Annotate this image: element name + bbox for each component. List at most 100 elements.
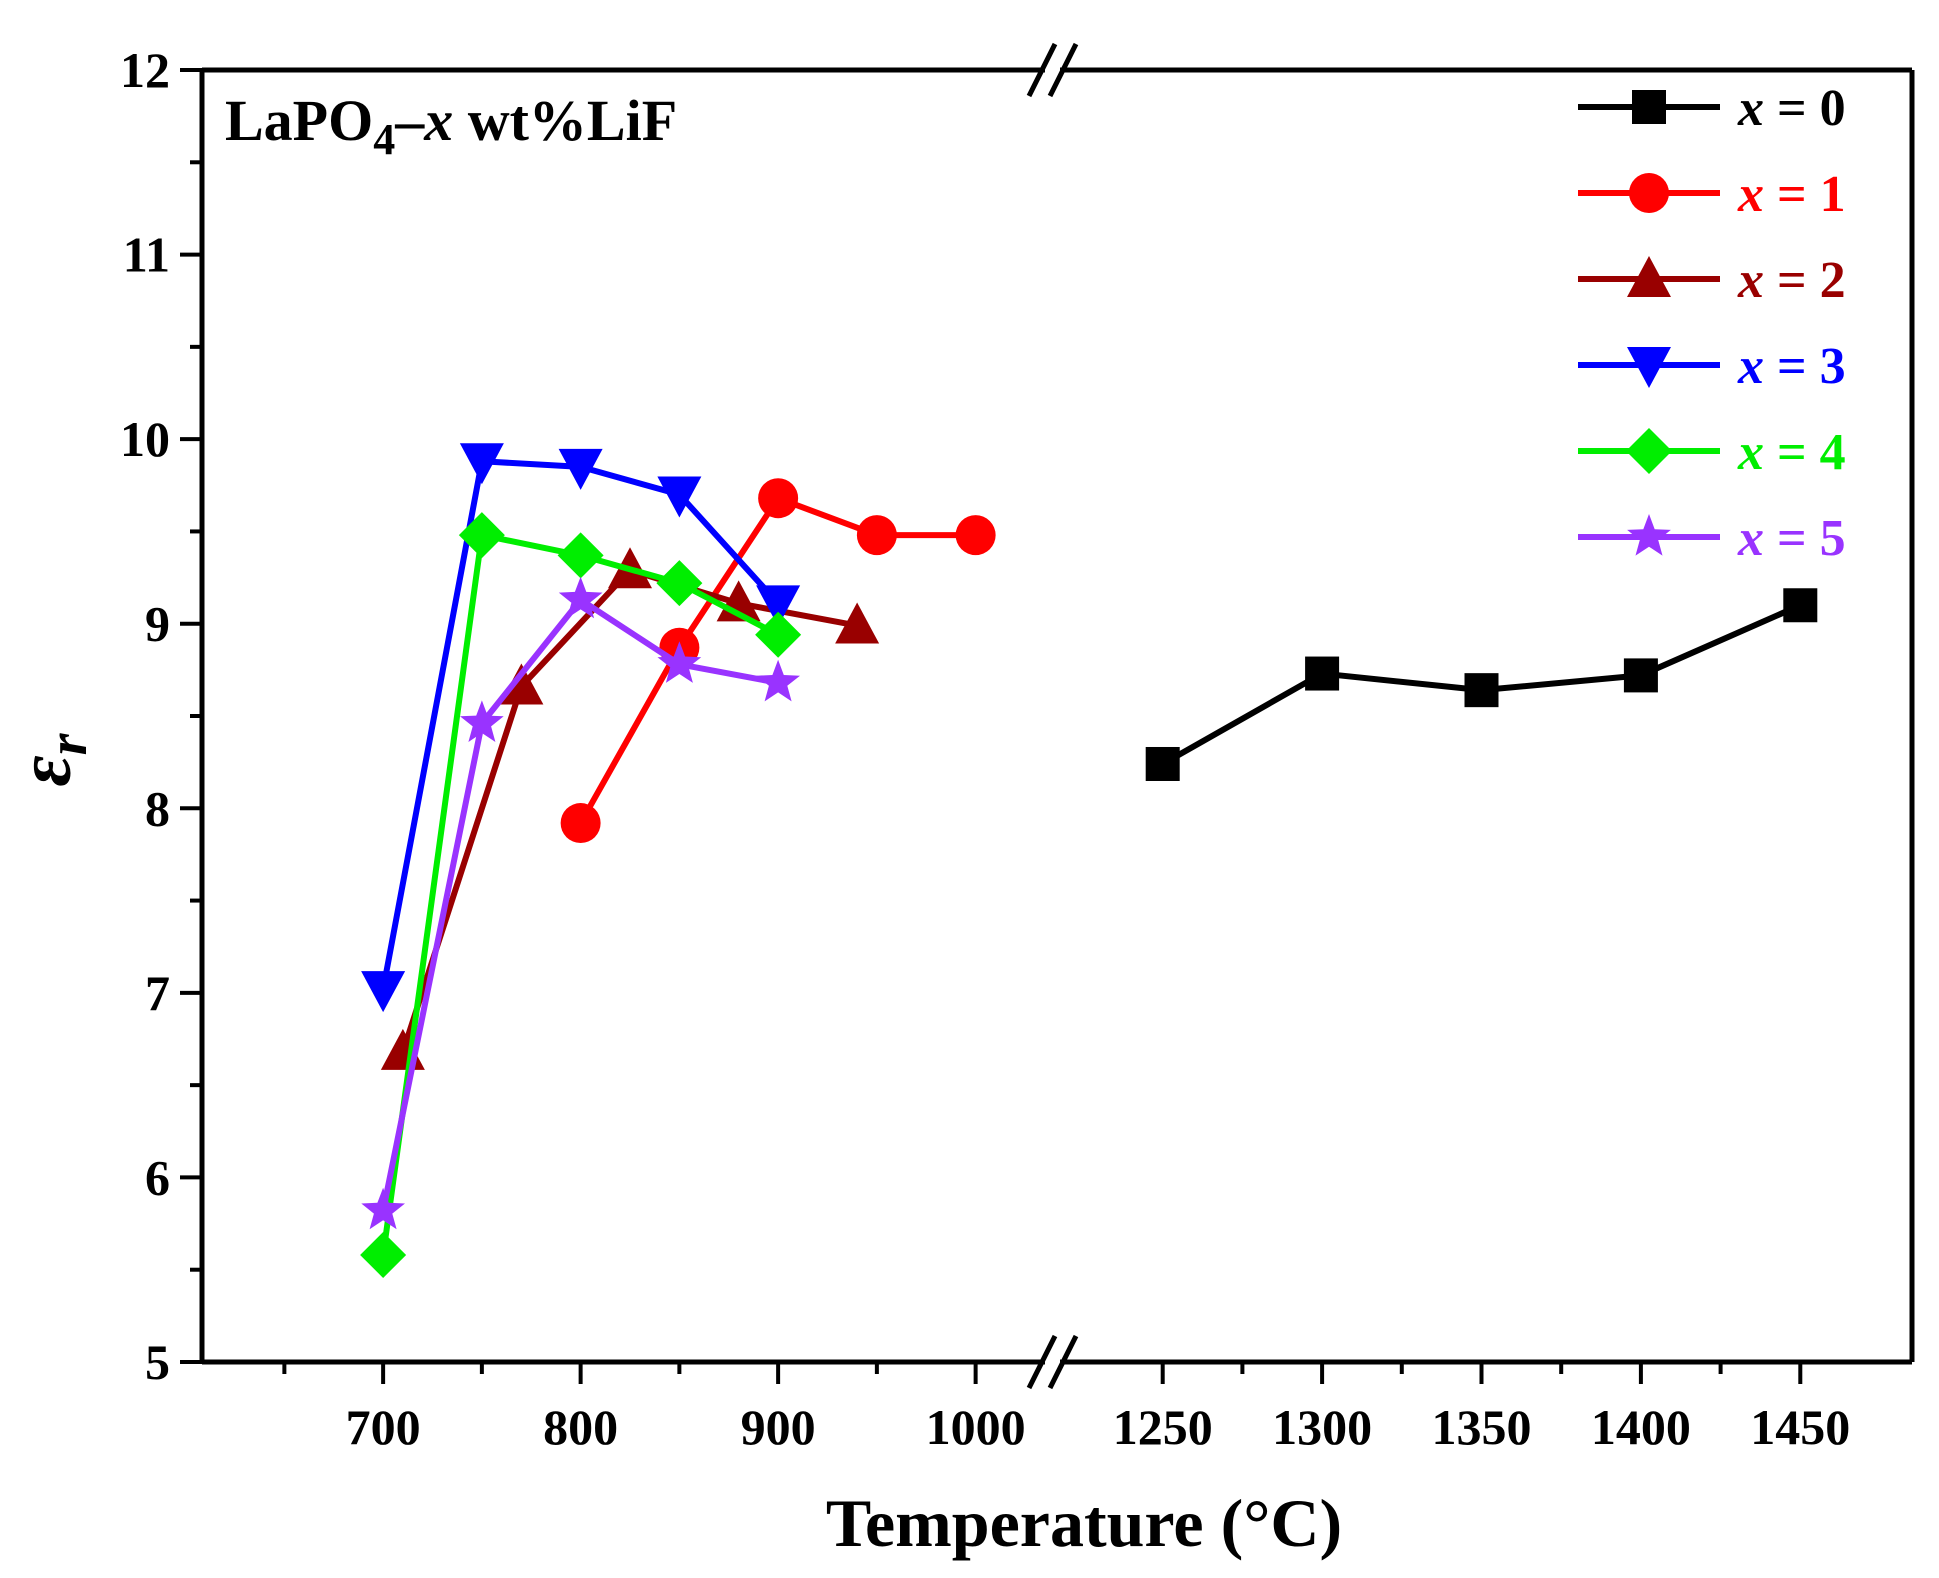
legend-label: x = 3 bbox=[1737, 338, 1846, 395]
data-point bbox=[1145, 746, 1180, 781]
legend-item-x3: x = 3 bbox=[1578, 338, 1846, 395]
y-tick-label: 10 bbox=[120, 411, 170, 467]
data-point bbox=[560, 803, 601, 844]
data-point bbox=[656, 560, 703, 607]
x-tick-label: 900 bbox=[741, 1399, 816, 1455]
x-tick-label: 1350 bbox=[1432, 1399, 1532, 1455]
y-axis: 5 6 7 8 9 10 11 12 bbox=[120, 42, 202, 1390]
legend-label-eq: = 0 bbox=[1764, 80, 1846, 137]
y-tick-label: 12 bbox=[120, 42, 170, 98]
data-point bbox=[756, 659, 800, 702]
data-point bbox=[955, 515, 996, 556]
legend-item-x1: x = 1 bbox=[1578, 166, 1846, 223]
legend-label-eq: = 1 bbox=[1764, 166, 1846, 223]
y-axis-title: εr bbox=[3, 732, 99, 786]
legend-item-x5: x = 5 bbox=[1578, 510, 1846, 567]
legend-marker bbox=[1629, 173, 1669, 213]
data-point bbox=[361, 971, 406, 1013]
data-point bbox=[758, 478, 799, 519]
data-point bbox=[1623, 658, 1658, 693]
data-point bbox=[361, 1187, 405, 1230]
legend-label-var: x bbox=[1737, 510, 1764, 567]
annotation-sub: 4 bbox=[373, 115, 395, 164]
legend-marker bbox=[1627, 256, 1671, 297]
x-tick-label: 700 bbox=[346, 1399, 421, 1455]
data-point bbox=[856, 515, 897, 556]
annotation-prefix: LaPO bbox=[225, 88, 373, 153]
y-tick-label: 9 bbox=[145, 596, 170, 652]
data-point bbox=[499, 663, 544, 705]
x-tick-label: 800 bbox=[543, 1399, 618, 1455]
legend-item-x4: x = 4 bbox=[1578, 424, 1846, 481]
data-point bbox=[360, 1231, 407, 1278]
y-tick-label: 7 bbox=[145, 965, 170, 1021]
annotation-suffix: wt%LiF bbox=[453, 88, 677, 153]
series-x3 bbox=[361, 443, 801, 1013]
series-line bbox=[380, 532, 780, 1256]
legend-label: x = 0 bbox=[1737, 80, 1846, 137]
legend-label: x = 2 bbox=[1737, 252, 1846, 309]
legend-item-x2: x = 2 bbox=[1578, 252, 1846, 309]
chart-annotation: LaPO4–x wt%LiF bbox=[225, 88, 677, 164]
data-point bbox=[1305, 656, 1340, 691]
legend-label-eq: = 4 bbox=[1764, 424, 1846, 481]
x-tick-label: 1000 bbox=[926, 1399, 1026, 1455]
legend-marker bbox=[1627, 347, 1671, 388]
y-tick-label: 5 bbox=[145, 1334, 170, 1390]
legend-label: x = 1 bbox=[1737, 166, 1846, 223]
legend-label-var: x bbox=[1737, 80, 1764, 137]
annotation-dash: – bbox=[394, 88, 425, 153]
legend-item-x0: x = 0 bbox=[1578, 80, 1846, 137]
legend-label: x = 4 bbox=[1737, 424, 1846, 481]
plot-frame bbox=[199, 42, 1915, 1390]
data-point bbox=[558, 576, 603, 619]
data-point bbox=[460, 700, 504, 742]
y-tick-label: 8 bbox=[145, 780, 170, 836]
x-tick-label: 1250 bbox=[1113, 1399, 1213, 1455]
legend-label-var: x bbox=[1737, 166, 1764, 223]
legend-label-eq: = 3 bbox=[1764, 338, 1846, 395]
annotation-var: x bbox=[423, 88, 453, 153]
data-point bbox=[835, 602, 880, 644]
series-x2 bbox=[380, 547, 880, 1070]
axis-break-bottom-b bbox=[1047, 1334, 1079, 1390]
data-point bbox=[557, 532, 604, 579]
data-point bbox=[756, 585, 801, 627]
y-tick-label: 11 bbox=[123, 227, 170, 283]
legend-label: x = 5 bbox=[1737, 510, 1846, 567]
data-point bbox=[1783, 588, 1818, 623]
legend-marker bbox=[1627, 514, 1671, 556]
series-layer bbox=[360, 443, 1818, 1278]
y-axis-title-symbol: ε bbox=[3, 755, 87, 786]
y-tick-label: 6 bbox=[145, 1149, 170, 1205]
legend-marker bbox=[1632, 90, 1666, 124]
legend-marker bbox=[1626, 428, 1672, 474]
series-x5 bbox=[361, 576, 800, 1230]
data-point bbox=[755, 611, 802, 658]
data-point bbox=[657, 641, 702, 683]
data-point bbox=[459, 443, 504, 485]
axis-break-top-a bbox=[1026, 42, 1058, 98]
data-point bbox=[558, 448, 603, 490]
series-line bbox=[380, 596, 779, 1212]
x-tick-label: 1400 bbox=[1591, 1399, 1691, 1455]
legend-label-eq: = 5 bbox=[1764, 510, 1846, 567]
series-x4 bbox=[360, 512, 802, 1278]
y-axis-title-sub: r bbox=[37, 732, 99, 755]
data-point bbox=[458, 512, 505, 559]
x-axis: 700 800 900 1000 1250 1300 1350 1400 1450 bbox=[282, 1362, 1850, 1455]
x-axis-title: Temperature (°C) bbox=[826, 1485, 1342, 1561]
data-point bbox=[1464, 673, 1499, 708]
x-tick-label: 1300 bbox=[1272, 1399, 1372, 1455]
legend: x = 0x = 1x = 2x = 3x = 4x = 5 bbox=[1578, 80, 1846, 567]
series-x0 bbox=[1145, 588, 1818, 781]
x-tick-label: 1450 bbox=[1750, 1399, 1850, 1455]
data-point bbox=[657, 476, 702, 518]
legend-label-eq: = 2 bbox=[1764, 252, 1846, 309]
legend-label-var: x bbox=[1737, 424, 1764, 481]
legend-label-var: x bbox=[1737, 338, 1764, 395]
legend-label-var: x bbox=[1737, 252, 1764, 309]
axis-break-bottom-a bbox=[1026, 1334, 1058, 1390]
axis-break-top-b bbox=[1047, 42, 1079, 98]
